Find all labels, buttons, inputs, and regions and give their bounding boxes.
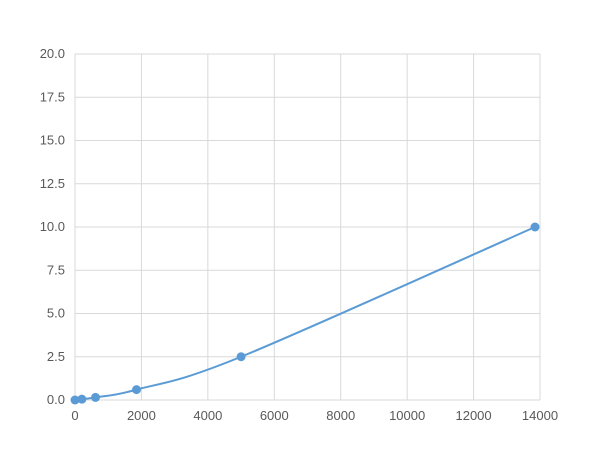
y-tick-label: 5.0 <box>47 306 65 321</box>
y-tick-label: 10.0 <box>40 219 65 234</box>
y-tick-label: 17.5 <box>40 89 65 104</box>
x-tick-label: 0 <box>71 408 78 423</box>
x-tick-label: 12000 <box>455 408 491 423</box>
data-point <box>132 385 142 395</box>
data-point <box>530 222 540 232</box>
x-tick-label: 14000 <box>522 408 558 423</box>
y-tick-label: 15.0 <box>40 133 65 148</box>
data-point <box>70 395 80 405</box>
y-tick-label: 12.5 <box>40 176 65 191</box>
x-tick-label: 4000 <box>193 408 222 423</box>
y-tick-label: 0.0 <box>47 392 65 407</box>
y-tick-label: 20.0 <box>40 46 65 61</box>
data-point <box>77 394 87 404</box>
x-tick-label: 6000 <box>260 408 289 423</box>
data-point <box>236 352 246 362</box>
x-tick-label: 8000 <box>326 408 355 423</box>
x-tick-label: 10000 <box>389 408 425 423</box>
data-point <box>90 392 100 402</box>
y-tick-label: 7.5 <box>47 262 65 277</box>
y-tick-label: 2.5 <box>47 349 65 364</box>
x-tick-label: 2000 <box>127 408 156 423</box>
